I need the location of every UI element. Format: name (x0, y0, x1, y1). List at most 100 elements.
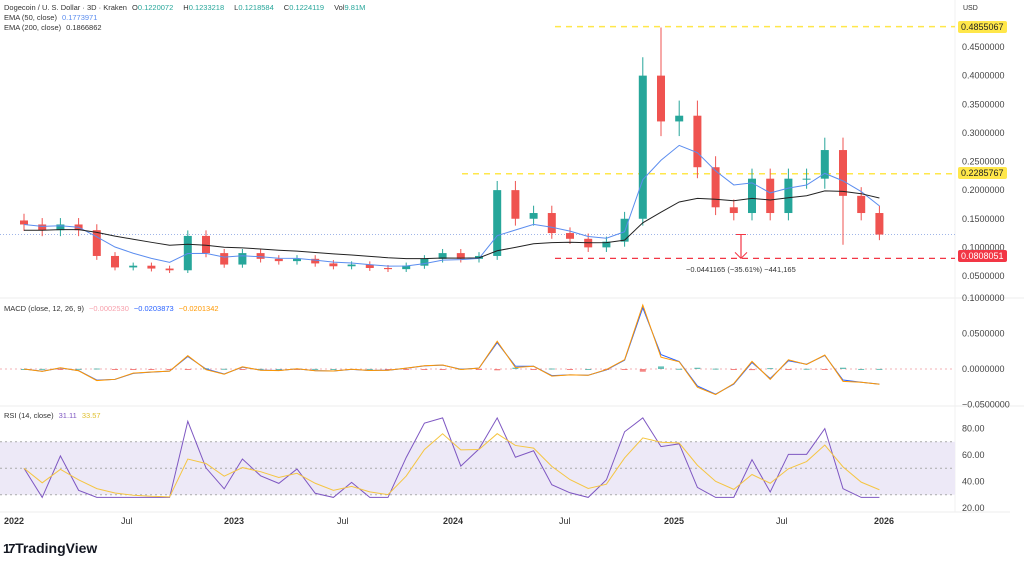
macd-histogram-bar (275, 368, 282, 370)
price-tick-label: 0.3500000 (962, 99, 1005, 109)
time-tick-label: 2026 (874, 516, 894, 526)
macd-histogram-bar (330, 368, 337, 370)
ema50-legend[interactable]: EMA (50, close) 0.1773971 (4, 13, 102, 22)
candle (329, 263, 338, 267)
macd-histogram-bar (184, 369, 191, 370)
rsi-tick-label: 40.00 (962, 477, 985, 487)
macd-histogram-bar (585, 368, 592, 370)
macd-histogram-bar (730, 369, 737, 370)
price-tag-support: 0.0808051 (958, 250, 1007, 262)
price-tick-label: 0.4000000 (962, 71, 1005, 81)
macd-histogram-bar (39, 368, 46, 370)
candle (857, 195, 866, 214)
ema200-legend[interactable]: EMA (200, close) 0.1866862 (4, 23, 107, 32)
price-tick-label: 0.2000000 (962, 185, 1005, 195)
currency-label: USD (963, 5, 978, 12)
candle (566, 233, 574, 239)
tradingview-logo-icon: 17 (3, 541, 16, 556)
brand-name: TradingView (15, 540, 98, 556)
macd-histogram-bar (294, 369, 300, 370)
time-tick-label: Jul (121, 516, 133, 526)
macd-histogram-bar (312, 368, 319, 370)
macd-histogram-bar (403, 369, 410, 370)
macd-histogram-bar (639, 369, 646, 372)
candle (129, 265, 138, 268)
high-group: H0.1233218 (183, 3, 229, 12)
candle (202, 235, 210, 254)
price-tick-label: 0.4500000 (962, 42, 1005, 52)
macd-histogram-bar (439, 369, 446, 370)
rsi-ma-value: 33.57 (81, 411, 101, 420)
candle (293, 258, 301, 262)
symbol-legend: Dogecoin / U. S. Dollar · 3D · Kraken O0.… (4, 3, 375, 12)
candle (384, 267, 392, 270)
ema200-value: 0.1866862 (66, 23, 102, 32)
macd-histogram-bar (694, 367, 701, 369)
macd-histogram-bar (621, 369, 628, 370)
price-tag-high: 0.4855067 (958, 21, 1007, 33)
macd-histogram-bar (803, 368, 810, 370)
candle (274, 258, 283, 262)
candle (238, 253, 247, 265)
rsi-tick-label: 20.00 (962, 503, 985, 513)
candle (402, 265, 411, 270)
macd-legend[interactable]: MACD (close, 12, 26, 9) −0.0002530 −0.0203… (4, 304, 224, 313)
time-tick-label: 2023 (224, 516, 244, 526)
candle (347, 264, 356, 267)
candle (766, 178, 775, 214)
macd-histogram-bar (57, 369, 64, 370)
volume-value: 9.81M (344, 3, 366, 12)
time-tick-label: 2022 (4, 516, 24, 526)
macd-histogram-bar (476, 369, 482, 370)
ema200-label: EMA (200, close) (4, 23, 62, 32)
close-value: 0.1224119 (289, 3, 325, 12)
macd-tick-label: 0.0500000 (962, 329, 1005, 339)
candle (365, 264, 374, 268)
candle (420, 258, 429, 266)
candle (92, 230, 101, 256)
candle (602, 241, 611, 248)
candle (711, 167, 720, 208)
macd-histogram-bar (221, 368, 228, 370)
macd-histogram-bar (821, 369, 828, 370)
price-tick-label: 0.1500000 (962, 214, 1005, 224)
candle (529, 213, 538, 219)
candle (438, 253, 447, 259)
open-group: O0.1220072 (132, 3, 178, 12)
candle (511, 190, 520, 219)
macd-histogram-bar (148, 369, 155, 370)
candle (784, 178, 793, 214)
price-tick-label: 0.1000000 (962, 242, 1005, 252)
price-tag-resistance: 0.2285767 (958, 167, 1007, 179)
rsi-tick-label: 60.00 (962, 450, 985, 460)
rsi-legend[interactable]: RSI (14, close) 31.11 33.57 (4, 411, 106, 420)
candle (311, 258, 320, 264)
time-tick-label: 2024 (443, 516, 463, 526)
close-group: C0.1224119 (284, 3, 329, 12)
ema50-line (23, 144, 880, 267)
macd-histogram-bar (257, 368, 264, 370)
candle (493, 190, 502, 256)
macd-histogram-bar (239, 369, 246, 370)
candle (147, 265, 156, 269)
macd-histogram-bar (548, 368, 555, 370)
close-label: C (283, 3, 290, 12)
rsi-value: 31.11 (58, 411, 77, 420)
macd-histogram-bar (93, 368, 100, 370)
candle (547, 213, 556, 234)
candle (220, 253, 229, 265)
macd-histogram-bar (130, 369, 137, 370)
ema50-value: 0.1773971 (61, 13, 98, 22)
low-group: L0.1218584 (234, 3, 279, 12)
rsi-label: RSI (14, close) (4, 411, 54, 420)
candle (256, 253, 265, 259)
tradingview-logo: 17 TradingView (3, 540, 97, 556)
macd-tick-label: 0.1000000 (962, 293, 1005, 303)
macd-histogram-bar (421, 369, 428, 370)
candle (38, 224, 47, 231)
time-tick-label: Jul (776, 516, 788, 526)
candle (729, 207, 738, 214)
measure-label: −0.0441165 (−35.61%) −441,165 (686, 265, 796, 274)
macd-line (23, 306, 880, 395)
